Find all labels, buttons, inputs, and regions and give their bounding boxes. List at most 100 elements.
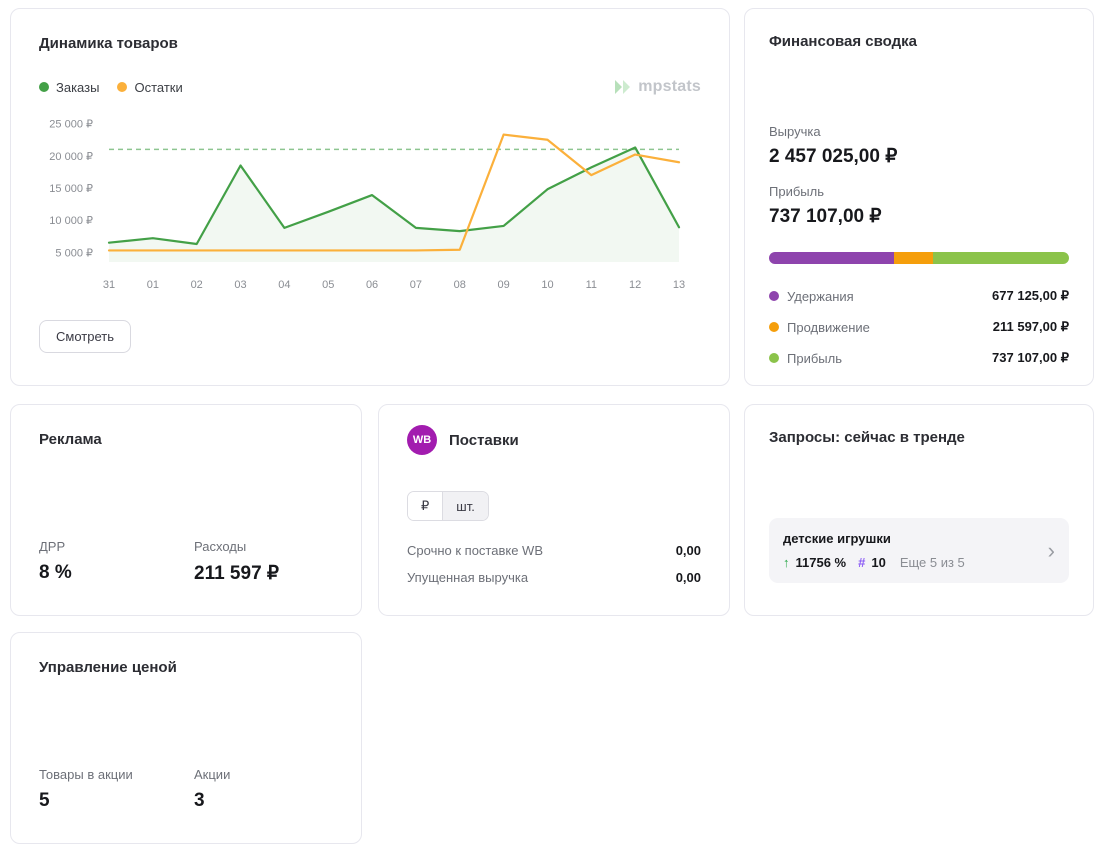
position-hash-icon: # xyxy=(858,555,866,570)
profit-label: Прибыль xyxy=(769,184,824,199)
card-title-trends: Запросы: сейчас в тренде xyxy=(769,429,965,446)
finance-legend: Удержания 677 125,00 ₽ Продвижение 211 5… xyxy=(769,288,1069,366)
withholding-label: Удержания xyxy=(787,288,854,304)
mpstats-watermark: mpstats xyxy=(614,78,701,96)
price-metrics: Товары в акции 5 Акции 3 xyxy=(39,767,349,812)
finance-legend-row: Продвижение 211 597,00 ₽ xyxy=(769,319,1069,335)
toggle-pcs-button[interactable]: шт. xyxy=(443,492,488,520)
supplies-row-urgent: Срочно к поставке WB 0,00 xyxy=(407,537,701,564)
trend-up-icon: ↑ xyxy=(783,555,790,570)
chart-legend: Заказы Остатки mpstats xyxy=(39,78,701,96)
trend-stats: ↑ 11756 % # 10 Еще 5 из 5 xyxy=(783,555,1040,570)
svg-text:04: 04 xyxy=(278,279,290,291)
svg-text:01: 01 xyxy=(147,279,159,291)
trend-main: детские игрушки ↑ 11756 % # 10 Еще 5 из … xyxy=(783,531,1040,570)
supplies-row-lost-revenue: Упущенная выручка 0,00 xyxy=(407,564,701,591)
legend-item-stock: Остатки xyxy=(117,79,183,95)
profit-legend-value: 737 107,00 ₽ xyxy=(992,350,1069,365)
unit-toggle: ₽ шт. xyxy=(407,491,489,521)
price-metric-promos: Акции 3 xyxy=(194,767,349,812)
svg-text:20 000 ₽: 20 000 ₽ xyxy=(49,151,93,163)
profit-value: 737 107,00 ₽ xyxy=(769,206,882,227)
svg-text:31: 31 xyxy=(103,279,115,291)
card-title-ads: Реклама xyxy=(39,431,102,448)
finance-bar-segment xyxy=(769,252,894,264)
promo-products-label: Товары в акции xyxy=(39,767,133,782)
profit-dot-icon xyxy=(769,353,779,363)
ads-metric-spend: Расходы 211 597 ₽ xyxy=(194,539,349,585)
supplies-header: WB Поставки xyxy=(407,425,701,455)
revenue-value: 2 457 025,00 ₽ xyxy=(769,146,898,167)
urgent-supply-value: 0,00 xyxy=(675,543,701,558)
promos-label: Акции xyxy=(194,767,231,782)
wb-badge-icon: WB xyxy=(407,425,437,455)
legend-label-stock: Остатки xyxy=(134,79,183,95)
urgent-supply-label: Срочно к поставке WB xyxy=(407,543,543,558)
trending-query-item[interactable]: детские игрушки ↑ 11756 % # 10 Еще 5 из … xyxy=(769,518,1069,583)
withholding-value: 677 125,00 ₽ xyxy=(992,288,1069,303)
spend-label: Расходы xyxy=(194,539,247,554)
svg-text:10: 10 xyxy=(541,279,553,291)
drr-label: ДРР xyxy=(39,539,66,554)
profit-legend-label: Прибыль xyxy=(787,350,842,366)
view-button[interactable]: Смотреть xyxy=(39,320,131,353)
promotion-dot-icon xyxy=(769,322,779,332)
trend-position-value: 10 xyxy=(871,555,886,570)
finance-bar-segment xyxy=(932,252,1069,264)
price-metric-products: Товары в акции 5 xyxy=(39,767,194,812)
svg-text:08: 08 xyxy=(454,279,466,291)
card-title-price: Управление ценой xyxy=(39,659,177,676)
revenue-label: Выручка xyxy=(769,124,821,139)
promotion-value: 211 597,00 ₽ xyxy=(992,319,1069,334)
chevron-right-icon: › xyxy=(1047,537,1055,563)
lost-revenue-value: 0,00 xyxy=(675,570,701,585)
ads-metrics: ДРР 8 % Расходы 211 597 ₽ xyxy=(39,539,349,585)
finance-stacked-bar xyxy=(769,252,1069,264)
trend-growth-value: 11756 % xyxy=(795,555,847,570)
svg-text:03: 03 xyxy=(234,279,246,291)
card-title-supplies: Поставки xyxy=(449,431,519,449)
svg-text:5 000 ₽: 5 000 ₽ xyxy=(55,247,93,259)
card-price-management: Управление ценой Товары в акции 5 Акции … xyxy=(10,632,362,844)
spend-value: 211 597 ₽ xyxy=(194,563,279,584)
svg-text:11: 11 xyxy=(586,279,597,291)
promo-products-value: 5 xyxy=(39,790,50,811)
finance-bar-segment xyxy=(893,252,933,264)
svg-text:06: 06 xyxy=(366,279,378,291)
svg-text:10 000 ₽: 10 000 ₽ xyxy=(49,215,93,227)
card-title-dynamics: Динамика товаров xyxy=(39,35,178,52)
finance-legend-row: Прибыль 737 107,00 ₽ xyxy=(769,350,1069,366)
mpstats-logo-icon xyxy=(615,80,631,94)
dynamics-chart-svg: 5 000 ₽ 10 000 ₽ 15 000 ₽ 20 000 ₽ 25 000 ₽ 3… xyxy=(49,119,685,291)
finance-legend-row: Удержания 677 125,00 ₽ xyxy=(769,288,1069,304)
watermark-text: mpstats xyxy=(638,78,701,95)
toggle-rub-button[interactable]: ₽ xyxy=(408,492,444,520)
svg-text:09: 09 xyxy=(497,279,509,291)
legend-label-orders: Заказы xyxy=(56,79,100,95)
card-trending-queries: Запросы: сейчас в тренде детские игрушки… xyxy=(744,404,1094,616)
drr-value: 8 % xyxy=(39,562,72,583)
promos-value: 3 xyxy=(194,790,205,811)
svg-text:25 000 ₽: 25 000 ₽ xyxy=(49,119,93,131)
ads-metric-drr: ДРР 8 % xyxy=(39,539,194,585)
trend-more-text: Еще 5 из 5 xyxy=(899,555,965,570)
withholding-dot-icon xyxy=(769,291,779,301)
lost-revenue-label: Упущенная выручка xyxy=(407,570,529,585)
card-product-dynamics: Динамика товаров Заказы Остатки mpstats … xyxy=(10,8,730,386)
legend-item-orders: Заказы xyxy=(39,80,99,95)
svg-text:05: 05 xyxy=(322,279,334,291)
supplies-rows: Срочно к поставке WB 0,00 Упущенная выру… xyxy=(407,537,701,591)
card-supplies: WB Поставки ₽ шт. Срочно к поставке WB 0… xyxy=(378,404,730,616)
trend-query-text: детские игрушки xyxy=(783,531,891,546)
svg-text:02: 02 xyxy=(191,279,203,291)
orders-legend-dot-icon xyxy=(39,82,49,92)
card-finance-summary: Финансовая сводка Выручка 2 457 025,00 ₽… xyxy=(744,8,1094,386)
promotion-label: Продвижение xyxy=(787,319,870,335)
svg-text:15 000 ₽: 15 000 ₽ xyxy=(49,183,93,195)
card-ads: Реклама ДРР 8 % Расходы 211 597 ₽ xyxy=(10,404,362,616)
svg-text:12: 12 xyxy=(629,279,641,291)
card-title-finance: Финансовая сводка xyxy=(769,33,917,50)
stock-legend-dot-icon xyxy=(117,82,128,92)
svg-text:13: 13 xyxy=(673,279,685,291)
